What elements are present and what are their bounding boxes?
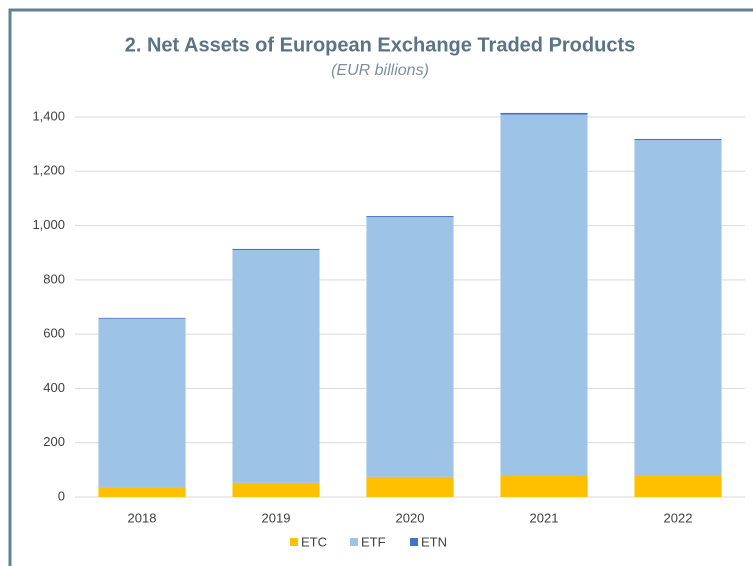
- y-tick-label: 1,200: [32, 163, 65, 178]
- legend-swatch: [350, 538, 358, 546]
- bar-segment: [366, 216, 454, 218]
- bar-segment: [500, 475, 588, 497]
- y-tick-label: 800: [43, 271, 65, 286]
- x-tick-label: 2018: [128, 510, 157, 525]
- legend-label: ETF: [361, 534, 386, 549]
- bar-segment: [232, 248, 320, 250]
- bar-segment: [232, 482, 320, 497]
- bar-segment: [634, 140, 722, 476]
- bar-segment: [500, 112, 588, 115]
- x-tick-label: 2021: [530, 510, 559, 525]
- y-tick-label: 1,000: [32, 217, 65, 232]
- bar-segment: [634, 475, 722, 497]
- y-tick-label: 0: [58, 488, 65, 503]
- bar-segment: [500, 114, 588, 476]
- bar-segment: [98, 318, 186, 487]
- y-tick-label: 400: [43, 380, 65, 395]
- legend-label: ETC: [301, 534, 327, 549]
- y-tick-label: 200: [43, 434, 65, 449]
- x-tick-label: 2019: [262, 510, 291, 525]
- legend-swatch: [410, 538, 418, 546]
- chart-title: 2. Net Assets of European Exchange Trade…: [125, 34, 636, 56]
- bar-segment: [98, 317, 186, 319]
- y-tick-label: 600: [43, 326, 65, 341]
- bar-segment: [366, 217, 454, 477]
- chart-subtitle: (EUR billions): [331, 62, 429, 79]
- y-tick-label: 1,400: [32, 108, 65, 123]
- bar-segment: [232, 250, 320, 483]
- bar-segment: [634, 138, 722, 141]
- bar-segment: [98, 486, 186, 497]
- legend-label: ETN: [421, 534, 447, 549]
- bar-segment: [366, 476, 454, 497]
- x-tick-label: 2020: [396, 510, 425, 525]
- x-tick-label: 2022: [664, 510, 693, 525]
- frame: [8, 8, 753, 566]
- legend-swatch: [290, 538, 298, 546]
